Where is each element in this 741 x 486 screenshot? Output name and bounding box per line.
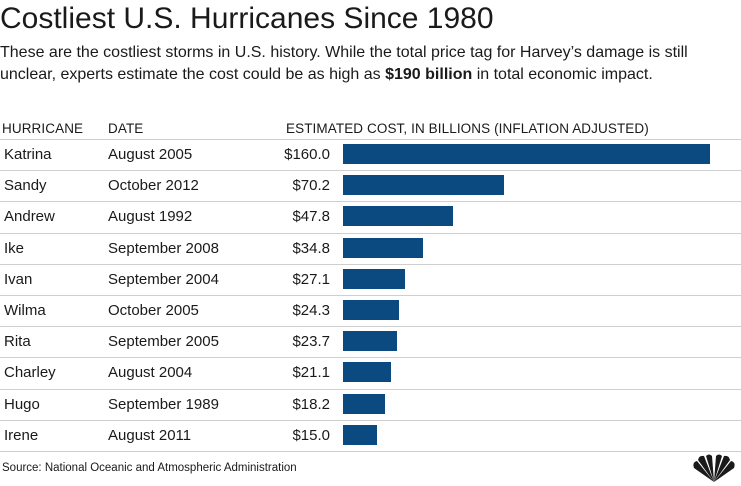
hurricane-name: Katrina — [4, 146, 52, 163]
hurricane-date: August 1992 — [108, 208, 193, 225]
row-divider — [0, 326, 741, 327]
hurricane-name: Sandy — [4, 177, 47, 194]
table-row: Andrew August 1992 $47.8 — [0, 201, 741, 232]
table-row: Charley August 2004 $21.1 — [0, 357, 741, 388]
cost-label: $23.7 — [292, 333, 330, 350]
hurricane-date: September 2008 — [108, 240, 219, 257]
cost-label: $160.0 — [284, 146, 330, 163]
row-divider — [0, 139, 741, 140]
subtitle-text: These are the costliest storms in U.S. h… — [0, 44, 688, 83]
table-row: Rita September 2005 $23.7 — [0, 326, 741, 357]
chart-subtitle: These are the costliest storms in U.S. h… — [0, 42, 735, 86]
hurricane-date: August 2011 — [108, 427, 192, 444]
cost-bar — [343, 394, 385, 414]
peacock-logo-icon — [693, 454, 735, 482]
hurricane-date: October 2005 — [108, 302, 199, 319]
cost-label: $24.3 — [292, 302, 330, 319]
source-note: Source: National Oceanic and Atmospheric… — [2, 462, 297, 474]
cost-label: $47.8 — [292, 208, 330, 225]
hurricane-date: September 2004 — [108, 271, 219, 288]
hurricane-name: Rita — [4, 333, 31, 350]
cost-bar — [343, 425, 378, 445]
cost-bar — [343, 300, 399, 320]
chart-title: Costliest U.S. Hurricanes Since 1980 — [0, 2, 494, 35]
cost-label: $18.2 — [292, 396, 330, 413]
subtitle-text-end: in total economic impact. — [472, 66, 653, 83]
cost-bar — [343, 362, 392, 382]
hurricane-name: Hugo — [4, 396, 40, 413]
row-divider — [0, 357, 741, 358]
table-row: Ivan September 2004 $27.1 — [0, 264, 741, 295]
table-row: Hugo September 1989 $18.2 — [0, 389, 741, 420]
table-row: Irene August 2011 $15.0 — [0, 420, 741, 451]
cost-label: $21.1 — [292, 364, 330, 381]
hurricane-date: September 1989 — [108, 396, 219, 413]
row-divider — [0, 233, 741, 234]
cost-label: $15.0 — [292, 427, 330, 444]
cost-label: $27.1 — [292, 271, 330, 288]
table-row: Wilma October 2005 $24.3 — [0, 295, 741, 326]
subtitle-highlight: $190 billion — [385, 66, 473, 83]
cost-bar — [343, 331, 398, 351]
column-header-date: DATE — [108, 121, 144, 136]
hurricane-date: August 2004 — [108, 364, 193, 381]
cost-label: $34.8 — [292, 240, 330, 257]
hurricane-date: October 2012 — [108, 177, 199, 194]
cost-bar — [343, 269, 406, 289]
hurricane-name: Andrew — [4, 208, 55, 225]
row-divider — [0, 201, 741, 202]
column-header-cost: ESTIMATED COST, IN BILLIONS (INFLATION A… — [286, 121, 649, 136]
row-divider — [0, 451, 741, 452]
table-row: Ike September 2008 $34.8 — [0, 233, 741, 264]
hurricane-date: September 2005 — [108, 333, 219, 350]
hurricane-name: Ike — [4, 240, 25, 257]
column-header-hurricane: HURRICANE — [2, 121, 84, 136]
cost-bar — [343, 238, 423, 258]
row-divider — [0, 264, 741, 265]
row-divider — [0, 389, 741, 390]
hurricane-name: Ivan — [4, 271, 33, 288]
table-row: Sandy October 2012 $70.2 — [0, 170, 741, 201]
hurricane-name: Wilma — [4, 302, 46, 319]
table-row: Katrina August 2005 $160.0 — [0, 139, 741, 170]
row-divider — [0, 420, 741, 421]
cost-label: $70.2 — [292, 177, 330, 194]
hurricane-date: August 2005 — [108, 146, 193, 163]
hurricane-name: Irene — [4, 427, 39, 444]
row-divider — [0, 170, 741, 171]
cost-bar — [343, 206, 453, 226]
cost-bar — [343, 175, 504, 195]
row-divider — [0, 295, 741, 296]
hurricane-name: Charley — [4, 364, 56, 381]
cost-bar — [343, 144, 710, 164]
